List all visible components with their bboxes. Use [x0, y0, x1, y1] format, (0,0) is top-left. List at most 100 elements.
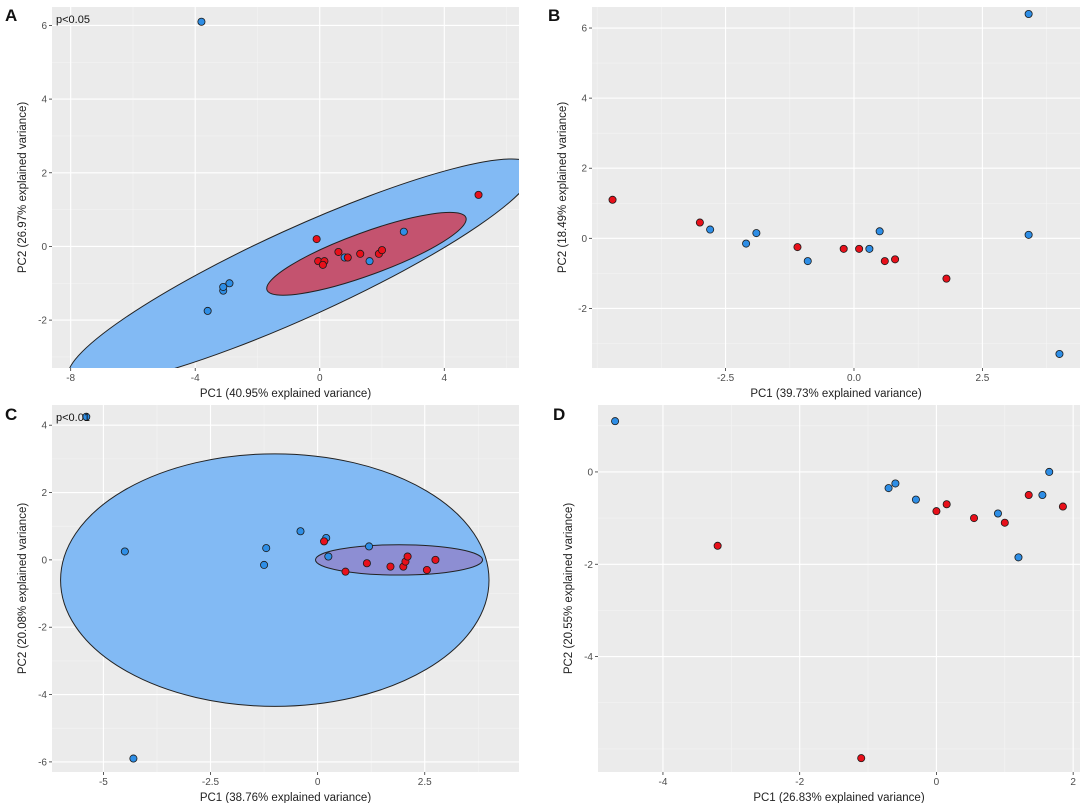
- point-blue: [1045, 467, 1054, 476]
- x-tick-label: 2.5: [975, 373, 989, 384]
- point-red: [942, 274, 951, 283]
- point-blue: [225, 279, 234, 288]
- point-blue: [324, 552, 333, 561]
- y-tick-label: 4: [41, 421, 47, 432]
- point-red: [970, 514, 979, 523]
- point-red: [793, 243, 802, 252]
- data-points: [82, 412, 440, 763]
- point-red: [403, 552, 412, 561]
- point-red: [695, 218, 704, 227]
- point-blue: [203, 306, 212, 315]
- point-red: [855, 244, 864, 253]
- y-tick-label: -6: [38, 757, 47, 768]
- point-blue: [865, 244, 874, 253]
- point-blue: [1024, 10, 1033, 19]
- y-tick-label: 6: [41, 21, 47, 32]
- y-tick-label: 2: [41, 168, 47, 179]
- y-tick-label: 4: [581, 94, 587, 105]
- point-blue: [120, 547, 129, 556]
- point-red: [312, 235, 321, 244]
- y-tick-label: 4: [41, 95, 47, 106]
- point-blue: [82, 412, 91, 421]
- ellipse-red: [266, 211, 467, 296]
- point-red: [356, 249, 365, 258]
- y-tick-label: 0: [581, 234, 587, 245]
- y-tick-label: 0: [41, 242, 47, 253]
- gridlines: [598, 405, 1080, 772]
- x-axis-title: PC1 (38.76% explained variance): [200, 792, 371, 803]
- point-red: [891, 255, 900, 264]
- x-tick-label: -2.5: [717, 373, 735, 384]
- x-tick-label: 2: [1070, 777, 1076, 788]
- x-tick-label: 2.5: [418, 777, 432, 788]
- y-axis-title: PC2 (26.97% explained variance): [17, 102, 29, 273]
- significance-annotation: p<0.01: [56, 412, 90, 424]
- y-axis-title: PC2 (20.55% explained variance): [563, 503, 575, 674]
- point-blue: [706, 225, 715, 234]
- point-blue: [1014, 553, 1023, 562]
- point-red: [932, 507, 941, 516]
- point-blue: [296, 527, 305, 536]
- panel-C: -5 -2.5 0 2.5 -6 -4 -2 0 2 4 PC1 (38.76% explained…: [5, 405, 519, 803]
- point-red: [942, 500, 951, 509]
- point-blue: [365, 542, 374, 551]
- confidence-ellipses: [67, 158, 519, 368]
- point-red: [880, 257, 889, 266]
- y-axis-title: PC2 (20.08% explained variance): [17, 503, 29, 674]
- y-tick-label: -2: [578, 304, 587, 315]
- point-red: [318, 260, 327, 269]
- x-axis-title: PC1 (26.83% explained variance): [753, 792, 924, 803]
- point-red: [857, 754, 866, 763]
- x-tick-label: 0: [315, 777, 321, 788]
- axis-ticks: -4 -2 0 2 -4 -2 0: [584, 467, 1076, 788]
- confidence-ellipses: [60, 453, 490, 707]
- point-red: [431, 555, 440, 564]
- x-axis-title: PC1 (39.73% explained variance): [750, 388, 921, 400]
- point-red: [1058, 502, 1067, 511]
- x-tick-label: 4: [441, 373, 447, 384]
- point-blue: [399, 227, 408, 236]
- point-blue: [803, 257, 812, 266]
- x-tick-label: -4: [191, 373, 200, 384]
- point-red: [474, 190, 483, 199]
- point-blue: [884, 484, 893, 493]
- data-points: [197, 17, 483, 315]
- axis-ticks: -2.5 0.0 2.5 -2 0 2 4 6: [578, 24, 990, 384]
- x-tick-label: -2.5: [202, 777, 220, 788]
- panel-label: A: [5, 6, 17, 25]
- y-tick-label: -2: [584, 560, 593, 571]
- point-red: [341, 567, 350, 576]
- point-blue: [891, 479, 900, 488]
- x-tick-label: 0.0: [847, 373, 861, 384]
- point-blue: [365, 257, 374, 266]
- point-red: [1024, 491, 1033, 500]
- y-tick-label: 6: [581, 24, 587, 35]
- y-tick-label: 0: [41, 555, 47, 566]
- x-tick-label: -5: [99, 777, 108, 788]
- point-red: [343, 253, 352, 262]
- point-red: [608, 195, 617, 204]
- point-blue: [875, 227, 884, 236]
- y-tick-label: -4: [584, 652, 593, 663]
- x-tick-label: -8: [66, 373, 75, 384]
- plot-background: [598, 405, 1080, 772]
- point-red: [378, 246, 387, 255]
- panel-label: C: [5, 405, 17, 424]
- y-tick-label: 2: [581, 164, 587, 175]
- gridlines: [592, 7, 1080, 368]
- panel-label: B: [548, 6, 560, 25]
- panel-label: D: [553, 405, 565, 424]
- point-blue: [993, 509, 1002, 518]
- point-red: [362, 559, 371, 568]
- point-red: [334, 247, 343, 256]
- significance-annotation: p<0.05: [56, 14, 90, 26]
- point-red: [1000, 518, 1009, 527]
- point-red: [422, 565, 431, 574]
- ellipse-red: [314, 544, 484, 576]
- point-red: [713, 541, 722, 550]
- point-red: [386, 562, 395, 571]
- y-tick-label: -2: [38, 316, 47, 327]
- point-blue: [752, 229, 761, 238]
- x-tick-label: 0: [934, 777, 940, 788]
